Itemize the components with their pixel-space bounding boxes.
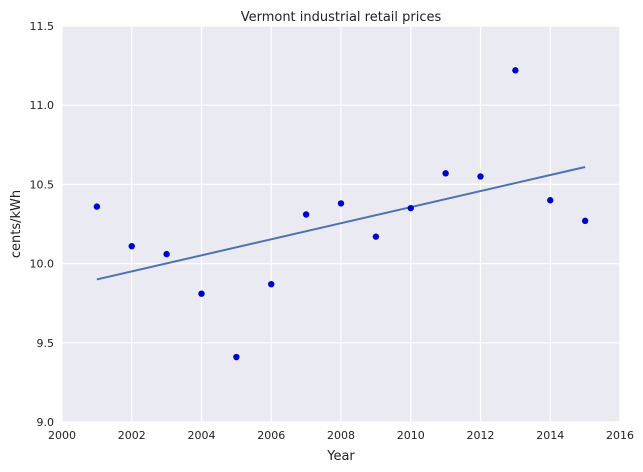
data-point xyxy=(581,217,589,225)
y-tick-label: 10.0 xyxy=(30,258,55,271)
data-points xyxy=(93,67,589,361)
y-tick-labels: 9.0 9.5 10.0 10.5 11.0 11.5 xyxy=(30,20,55,429)
data-point xyxy=(93,203,101,210)
x-tick-label: 2008 xyxy=(327,429,355,442)
data-point xyxy=(268,280,275,288)
x-tick-labels: 2000 2002 2004 2006 2008 2010 2012 2014 2016 xyxy=(48,429,634,442)
x-tick-label: 2014 xyxy=(536,429,564,442)
x-tick-label: 2004 xyxy=(188,429,216,442)
y-tick-label: 11.5 xyxy=(30,20,55,33)
data-point xyxy=(372,233,380,240)
data-point xyxy=(547,197,554,204)
y-axis-label: cents/kWh xyxy=(9,190,24,258)
y-tick-label: 9.5 xyxy=(37,337,55,350)
x-tick-label: 2006 xyxy=(257,429,285,442)
data-point xyxy=(407,204,414,212)
y-tick-label: 9.0 xyxy=(37,416,55,429)
y-tick-label: 11.0 xyxy=(30,99,55,112)
data-point xyxy=(163,250,170,258)
data-point xyxy=(233,353,240,361)
x-tick-label: 2002 xyxy=(118,429,146,442)
data-point xyxy=(442,170,449,177)
data-point xyxy=(302,211,310,218)
grid-lines xyxy=(61,25,621,423)
y-tick-label: 10.5 xyxy=(30,178,55,191)
x-tick-label: 2000 xyxy=(48,429,76,442)
x-tick-label: 2012 xyxy=(467,429,495,442)
x-tick-label: 2016 xyxy=(606,429,634,442)
data-point xyxy=(512,67,519,74)
data-point xyxy=(198,290,205,297)
data-point xyxy=(477,173,484,180)
data-point xyxy=(128,242,135,250)
x-tick-label: 2010 xyxy=(397,429,425,442)
chart-title: Vermont industrial retail prices xyxy=(241,10,442,25)
trend-line xyxy=(96,166,586,281)
x-axis-label: Year xyxy=(326,449,355,464)
data-point xyxy=(337,200,345,207)
